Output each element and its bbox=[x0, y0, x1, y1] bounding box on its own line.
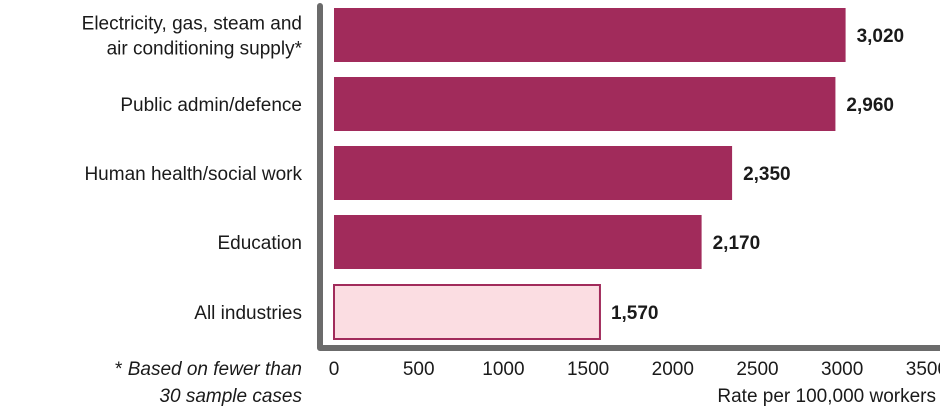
bar bbox=[334, 8, 846, 62]
x-tick-label: 500 bbox=[403, 359, 435, 380]
value-label: 3,020 bbox=[857, 26, 905, 47]
value-label: 2,350 bbox=[743, 164, 791, 185]
bar bbox=[334, 77, 836, 131]
footnote-line-1-text: Based on fewer than bbox=[128, 359, 302, 380]
category-label: All industries bbox=[194, 303, 302, 324]
value-label: 2,960 bbox=[846, 95, 894, 116]
bar bbox=[334, 215, 702, 269]
value-label: 2,170 bbox=[713, 233, 761, 254]
axis-line bbox=[317, 3, 940, 351]
x-axis-title: Rate per 100,000 workers bbox=[717, 386, 936, 407]
footnote-line-2: 30 sample cases bbox=[159, 386, 302, 407]
bar bbox=[333, 284, 601, 340]
labels-layer: 3,020 Electricity, gas, steam and air cond… bbox=[82, 14, 940, 381]
x-tick-label: 3500 bbox=[906, 359, 940, 380]
category-label: Education bbox=[217, 233, 302, 254]
category-label: Electricity, gas, steam and bbox=[82, 14, 302, 35]
footnote-line-1: * Based on fewer than bbox=[115, 359, 302, 380]
x-tick-label: 2500 bbox=[736, 359, 778, 380]
x-tick-label: 3000 bbox=[821, 359, 863, 380]
x-tick-label: 1500 bbox=[567, 359, 609, 380]
bars-layer bbox=[333, 8, 846, 340]
category-label: air conditioning supply* bbox=[107, 39, 303, 60]
footnote-asterisk: * bbox=[115, 359, 128, 380]
axis-layer bbox=[317, 3, 940, 351]
bar bbox=[334, 146, 733, 200]
value-label: 1,570 bbox=[611, 303, 659, 324]
x-tick-label: 1000 bbox=[482, 359, 524, 380]
category-label: Human health/social work bbox=[84, 164, 302, 185]
x-tick-label: 0 bbox=[329, 359, 340, 380]
category-label: Public admin/defence bbox=[120, 95, 302, 116]
x-tick-label: 2000 bbox=[652, 359, 694, 380]
